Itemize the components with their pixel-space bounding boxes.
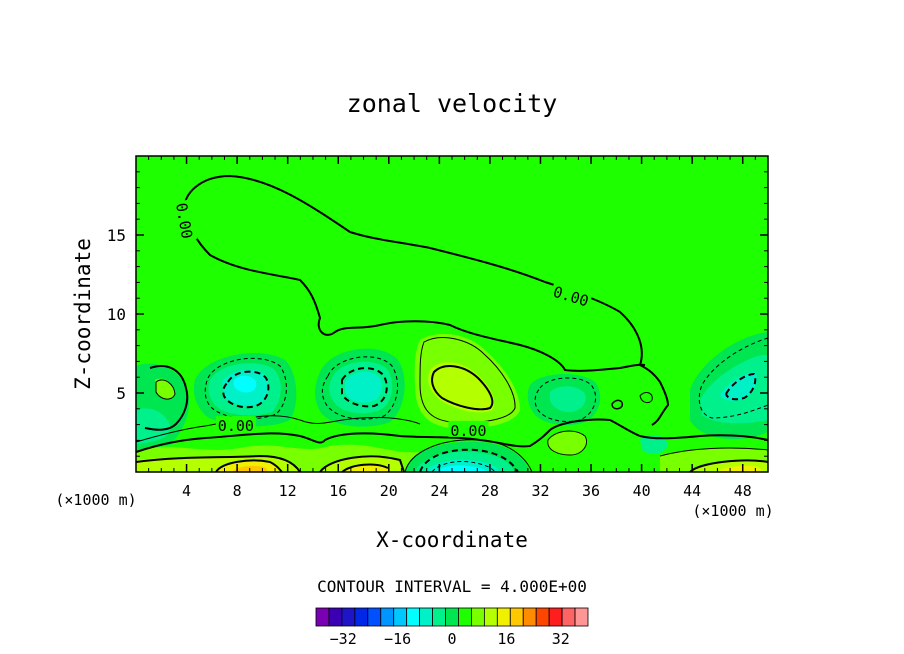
y-tick-label: 10 — [107, 305, 126, 324]
x-unit-left: (×1000 m) — [55, 491, 136, 509]
colorbar-swatch — [354, 607, 369, 627]
neg-contour-25-bottom — [419, 448, 519, 473]
colorbar-swatch — [315, 607, 330, 627]
x-tick-label: 12 — [279, 482, 297, 500]
x-unit-right: (×1000 m) — [692, 502, 773, 520]
x-tick-label: 28 — [481, 482, 499, 500]
fill-positive-small-34 — [547, 431, 587, 455]
pos-contour-small-41 — [639, 392, 653, 404]
pos-contour-bottom-left — [135, 454, 301, 473]
colorbar-tick-label: −32 — [330, 630, 357, 648]
zero-contour-labels: 0.000.000.00 0.00 — [172, 199, 593, 440]
x-tick-label: 20 — [380, 482, 398, 500]
y-axis-label: Z-coordinate — [71, 238, 95, 390]
colorbar-swatch — [341, 607, 356, 627]
colorbar-tick-label: 16 — [497, 630, 515, 648]
fill-negative-bottom-mid-4 — [435, 465, 488, 472]
neg-contour-right — [698, 337, 769, 419]
zero-contour-label: 0.00 — [218, 417, 254, 435]
fill-negative-cell-18-3 — [345, 371, 382, 403]
colorbar-tick-label: 0 — [447, 630, 456, 648]
colorbar-swatch — [535, 607, 550, 627]
pos-contour-bottom-mid — [319, 455, 405, 473]
neg-contour-8 — [222, 370, 270, 409]
zero-label-bg — [448, 420, 489, 437]
thin-contour-band-mid — [404, 439, 533, 473]
fill-bottom-orange-mid — [340, 464, 390, 472]
chart-title: zonal velocity — [347, 89, 558, 118]
y-tick-label: 15 — [107, 226, 126, 245]
x-axis-ticks: 4 8 12 16 20 24 28 32 36 40 44 48 — [148, 156, 756, 500]
pos-contour-left-blob — [155, 379, 176, 400]
x-tick-label: 4 — [182, 482, 191, 500]
colorbar-swatch — [432, 607, 446, 627]
fill-negative-cell-8-core — [233, 375, 257, 393]
pos-contour-bottom-left-2 — [215, 459, 283, 473]
x-tick-label: 48 — [734, 482, 752, 500]
colorbar-swatch — [561, 607, 576, 627]
x-axis-label: X-coordinate — [376, 528, 528, 552]
colorbar-swatch — [328, 607, 343, 627]
pos-contour-25 — [431, 365, 494, 411]
x-tick-label: 44 — [683, 482, 701, 500]
y-tick-label: 5 — [116, 384, 126, 403]
colorbar-swatch — [445, 607, 459, 627]
x-tick-label: 8 — [233, 482, 242, 500]
plot-area: 0.000.000.00 0.00 4 8 12 16 20 24 28 32 36 40 44 48 … — [107, 155, 769, 500]
zero-label-group: 0.00 — [172, 199, 198, 242]
colorbar-swatch — [471, 607, 485, 627]
fill-negative-bottom-right — [640, 435, 668, 454]
colorbar: −32 −16 0 16 32 — [315, 607, 589, 648]
contour-interval-label: CONTOUR INTERVAL = 4.000E+00 — [317, 577, 587, 596]
pos-contour-left — [144, 365, 189, 431]
colorbar-tick-label: −16 — [384, 630, 411, 648]
colorbar-swatch — [522, 607, 537, 627]
x-tick-label: 32 — [531, 482, 549, 500]
pos-contour-bottom-mid-2 — [341, 463, 389, 473]
colorbar-swatch — [548, 607, 563, 627]
neg-contour-34 — [534, 377, 596, 423]
colorbar-swatch — [367, 607, 382, 627]
zero-label-bg — [174, 199, 198, 242]
colorbar-swatch — [406, 607, 421, 627]
zero-contour-label: 0.00 — [450, 422, 486, 440]
zero-label-group: 0.00 — [448, 420, 489, 440]
colorbar-swatch — [419, 607, 433, 627]
x-tick-label: 16 — [329, 482, 347, 500]
colorbar-swatch — [574, 607, 589, 627]
fill-bottom-orange-right — [718, 465, 762, 472]
colorbar-swatch — [380, 607, 395, 627]
zero-label-bg — [549, 281, 593, 309]
colorbar-swatch — [458, 607, 472, 627]
neg-contour-right-2 — [725, 372, 757, 401]
colorbar-tick-label: 32 — [552, 630, 570, 648]
colorbar-swatch — [393, 607, 408, 627]
fill-negative-right-edge-3 — [720, 372, 757, 401]
y-axis-ticks: 5 10 15 — [107, 171, 768, 457]
contour-lines — [135, 174, 769, 473]
neg-contour-8-outer — [204, 357, 287, 420]
zero-contour-upper — [183, 174, 670, 426]
thin-contour-band — [135, 415, 421, 443]
pos-contour-small-34 — [547, 430, 587, 456]
x-tick-label: 24 — [430, 482, 448, 500]
x-tick-label: 40 — [633, 482, 651, 500]
pos-contour-small-38 — [611, 399, 624, 410]
pos-contour-bottom-right-2 — [659, 447, 769, 457]
pos-contour-25-outer — [419, 337, 516, 423]
fill-negative-cell-34-2 — [550, 386, 586, 413]
colorbar-swatch — [496, 607, 511, 627]
neg-contour-18-outer — [321, 356, 399, 420]
zero-label-group: 0.00 — [215, 416, 256, 435]
colorbar-swatch — [483, 607, 498, 627]
zero-contour-label: 0.00 — [172, 201, 196, 240]
x-tick-label: 36 — [582, 482, 600, 500]
pos-contour-bottom-right — [689, 459, 769, 473]
neg-contour-18 — [341, 367, 388, 408]
zero-label-bg — [215, 416, 256, 433]
colorbar-swatch — [509, 607, 524, 627]
